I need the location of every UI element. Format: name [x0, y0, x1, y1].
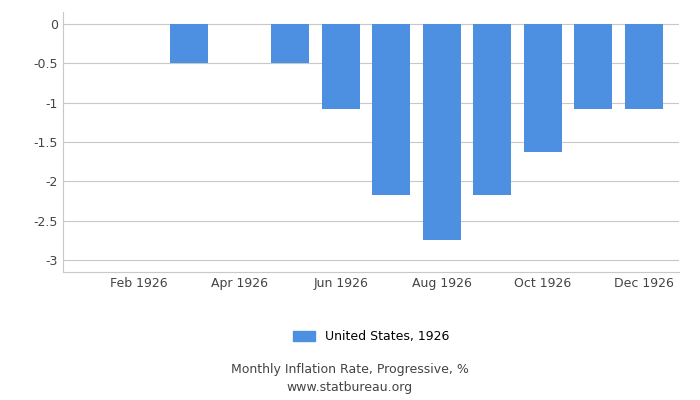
Bar	[423, 24, 461, 240]
Bar	[372, 24, 410, 195]
Bar	[624, 24, 663, 109]
Bar	[524, 24, 561, 152]
Text: www.statbureau.org: www.statbureau.org	[287, 382, 413, 394]
Bar	[272, 24, 309, 63]
Bar	[170, 24, 208, 63]
Bar	[322, 24, 360, 109]
Bar	[574, 24, 612, 109]
Text: Monthly Inflation Rate, Progressive, %: Monthly Inflation Rate, Progressive, %	[231, 364, 469, 376]
Bar	[473, 24, 511, 195]
Legend: United States, 1926: United States, 1926	[288, 325, 454, 348]
